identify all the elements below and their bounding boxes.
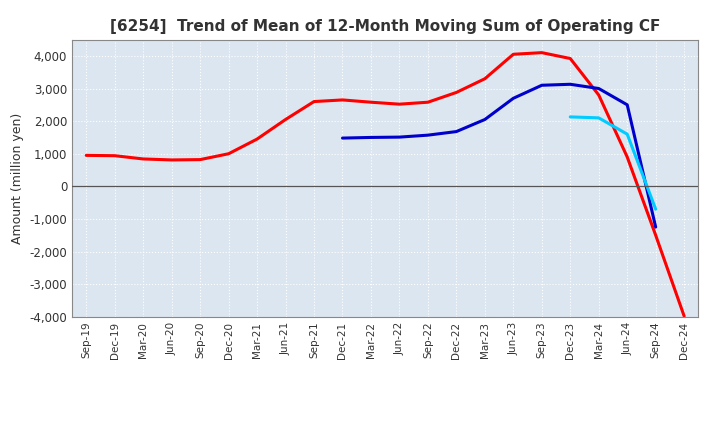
5 Years [566, 82, 575, 87]
3 Years [680, 314, 688, 319]
5 Years [595, 86, 603, 91]
5 Years [509, 95, 518, 101]
Line: 3 Years: 3 Years [86, 53, 684, 316]
3 Years [423, 99, 432, 105]
5 Years [395, 135, 404, 140]
5 Years [537, 83, 546, 88]
Line: 7 Years: 7 Years [570, 117, 656, 209]
3 Years [366, 99, 375, 105]
Line: 5 Years: 5 Years [343, 84, 656, 227]
7 Years [566, 114, 575, 120]
3 Years [139, 156, 148, 161]
3 Years [310, 99, 318, 104]
3 Years [225, 151, 233, 156]
Y-axis label: Amount (million yen): Amount (million yen) [11, 113, 24, 244]
3 Years [167, 157, 176, 162]
3 Years [566, 56, 575, 61]
5 Years [338, 136, 347, 141]
3 Years [452, 90, 461, 95]
3 Years [395, 102, 404, 107]
3 Years [196, 157, 204, 162]
3 Years [595, 92, 603, 98]
5 Years [623, 102, 631, 107]
3 Years [110, 153, 119, 158]
7 Years [595, 115, 603, 121]
3 Years [623, 154, 631, 160]
3 Years [652, 233, 660, 238]
3 Years [253, 136, 261, 142]
3 Years [509, 51, 518, 57]
5 Years [652, 224, 660, 230]
7 Years [652, 206, 660, 212]
3 Years [480, 76, 489, 81]
5 Years [452, 129, 461, 134]
3 Years [282, 117, 290, 122]
3 Years [537, 50, 546, 55]
7 Years [623, 132, 631, 137]
Title: [6254]  Trend of Mean of 12-Month Moving Sum of Operating CF: [6254] Trend of Mean of 12-Month Moving … [110, 19, 660, 34]
3 Years [338, 97, 347, 103]
5 Years [423, 132, 432, 138]
5 Years [366, 135, 375, 140]
3 Years [82, 153, 91, 158]
5 Years [480, 117, 489, 122]
